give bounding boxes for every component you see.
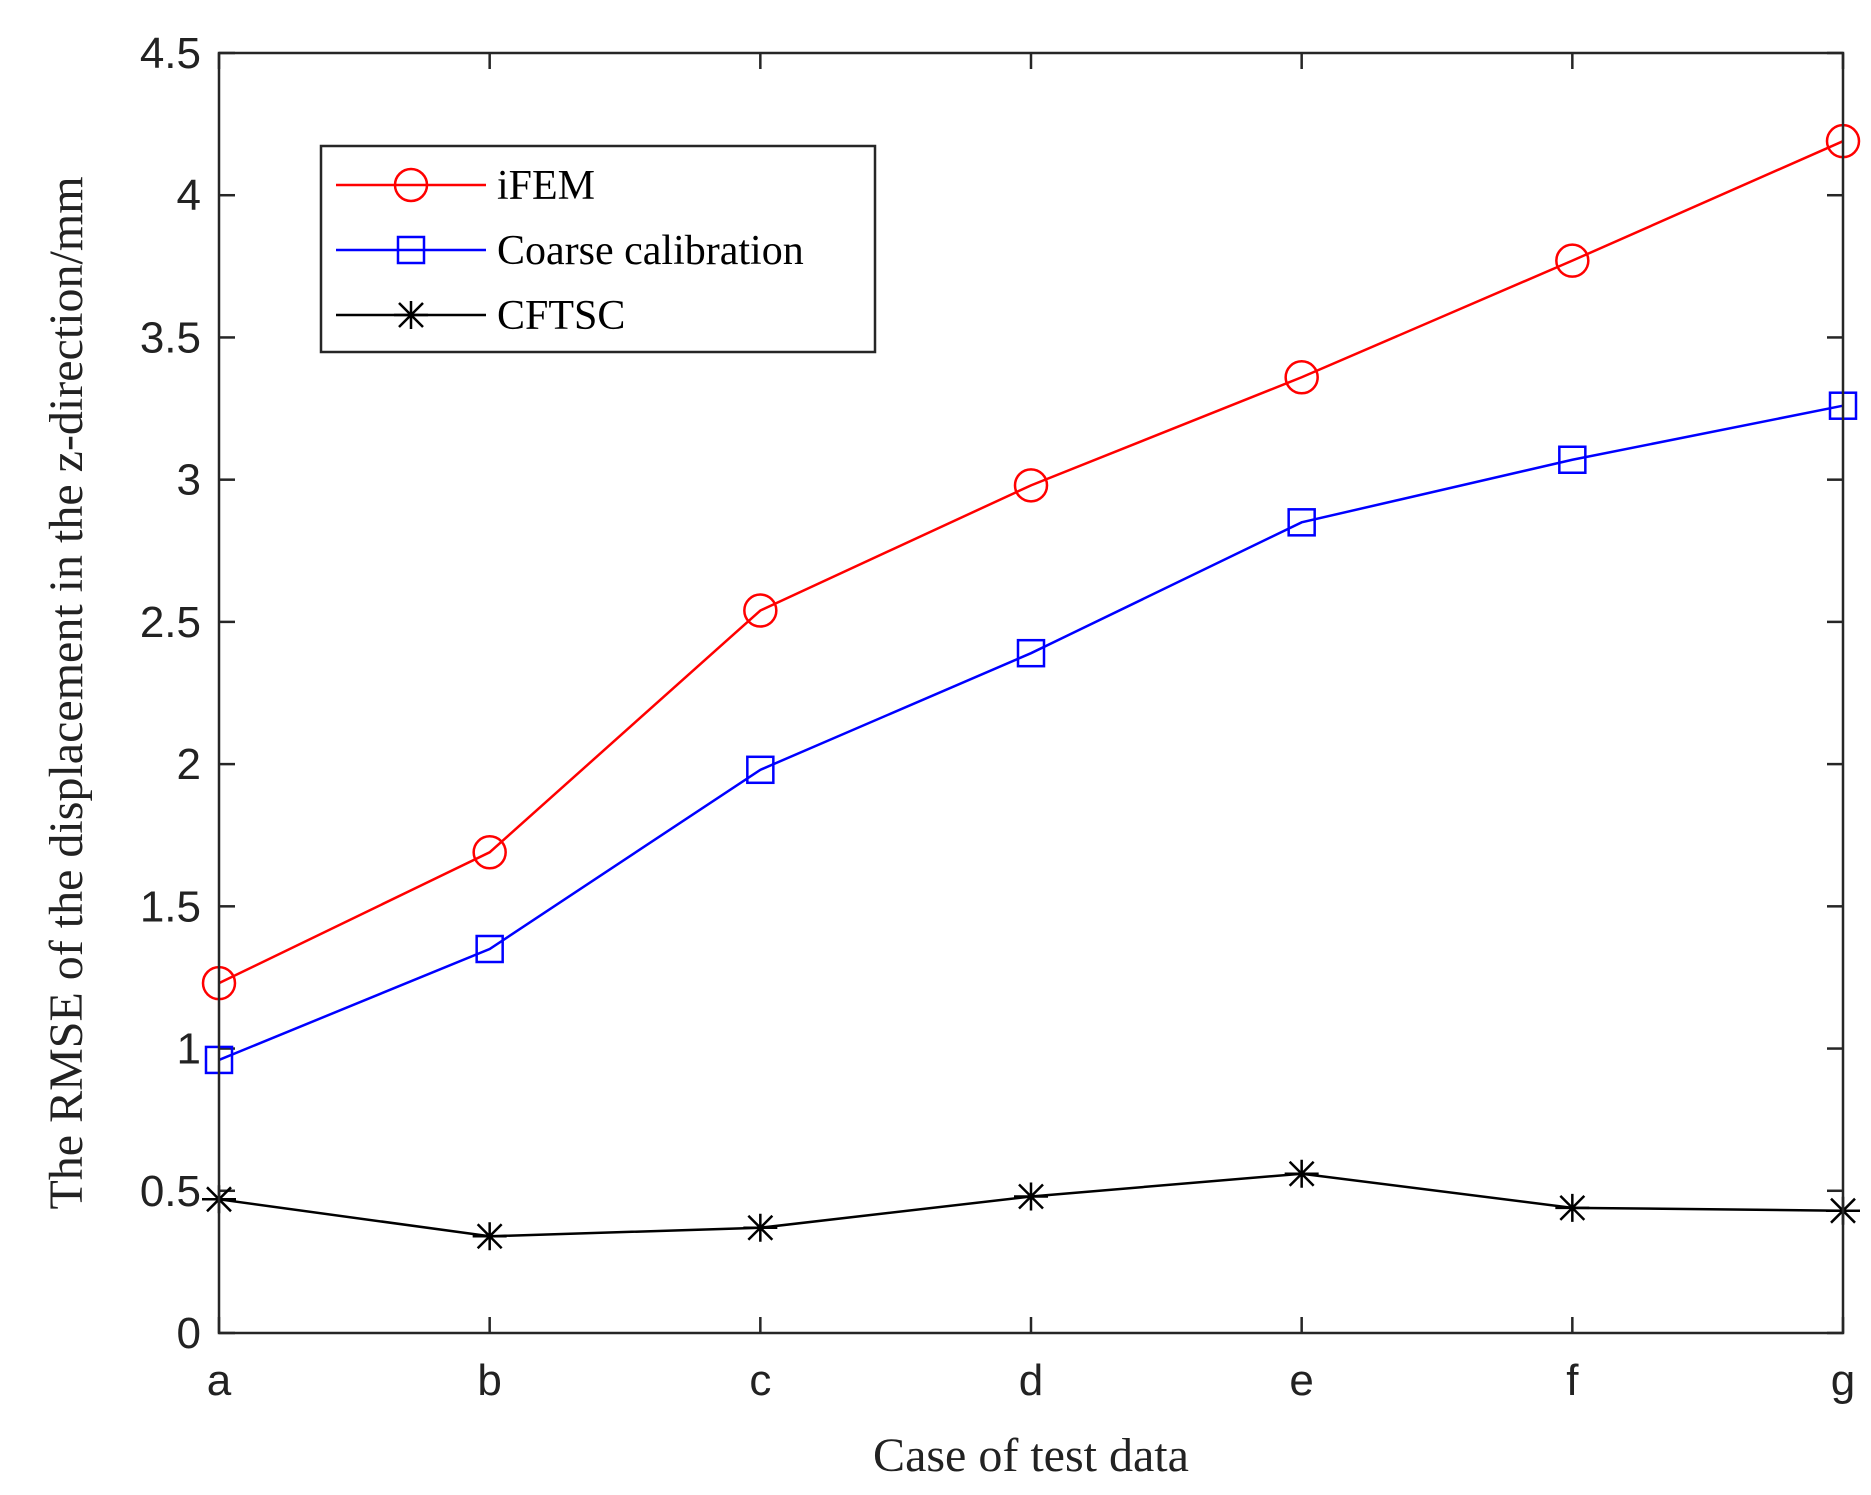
data-point bbox=[1284, 360, 1319, 395]
data-point bbox=[475, 934, 504, 964]
legend-marker bbox=[393, 167, 429, 203]
y-tick-label: 3.5 bbox=[140, 313, 201, 362]
x-tick-label: d bbox=[1019, 1356, 1043, 1405]
data-point bbox=[472, 835, 507, 870]
legend-label: iFEM bbox=[497, 163, 595, 209]
y-tick-label: 0.5 bbox=[140, 1167, 201, 1216]
data-point bbox=[1555, 1193, 1590, 1222]
data-point bbox=[1014, 1182, 1048, 1211]
y-tick-label: 2 bbox=[177, 740, 201, 789]
data-point bbox=[1558, 445, 1587, 475]
data-point bbox=[1287, 508, 1316, 537]
y-tick-label: 1 bbox=[177, 1025, 201, 1074]
x-tick-label: g bbox=[1831, 1356, 1855, 1405]
y-tick-label: 4.5 bbox=[140, 29, 201, 78]
y-tick-label: 0 bbox=[177, 1309, 201, 1358]
y-tick-label: 1.5 bbox=[140, 882, 201, 931]
legend: iFEM Coarse calibration CFTSC bbox=[319, 144, 877, 354]
x-tick-label: e bbox=[1289, 1356, 1313, 1405]
series-line bbox=[218, 140, 1844, 985]
data-point bbox=[472, 1222, 507, 1251]
data-point bbox=[1555, 243, 1590, 278]
x-tick-label: c bbox=[749, 1356, 771, 1405]
y-tick-label: 4 bbox=[177, 171, 201, 220]
legend-marker bbox=[396, 235, 426, 265]
data-point bbox=[1013, 468, 1049, 503]
data-point bbox=[1284, 1159, 1319, 1188]
data-point bbox=[743, 1213, 778, 1242]
legend-label: Coarse calibration bbox=[497, 228, 804, 274]
data-point bbox=[743, 593, 778, 628]
x-tick-label: b bbox=[477, 1356, 501, 1405]
legend-marker bbox=[394, 301, 428, 329]
y-axis-label: The RMSE of the displacement in the z-di… bbox=[40, 176, 93, 1209]
x-tick-label: f bbox=[1566, 1356, 1579, 1405]
data-point bbox=[1016, 638, 1046, 668]
data-point bbox=[746, 755, 775, 785]
y-tick-label: 2.5 bbox=[140, 598, 201, 647]
x-tick-label: a bbox=[207, 1356, 232, 1405]
legend-label: CFTSC bbox=[497, 293, 625, 339]
series-line bbox=[218, 404, 1844, 1062]
x-axis-label: Case of test data bbox=[873, 1429, 1189, 1482]
plot-frame bbox=[217, 51, 1845, 1335]
y-tick-label: 3 bbox=[177, 456, 201, 505]
